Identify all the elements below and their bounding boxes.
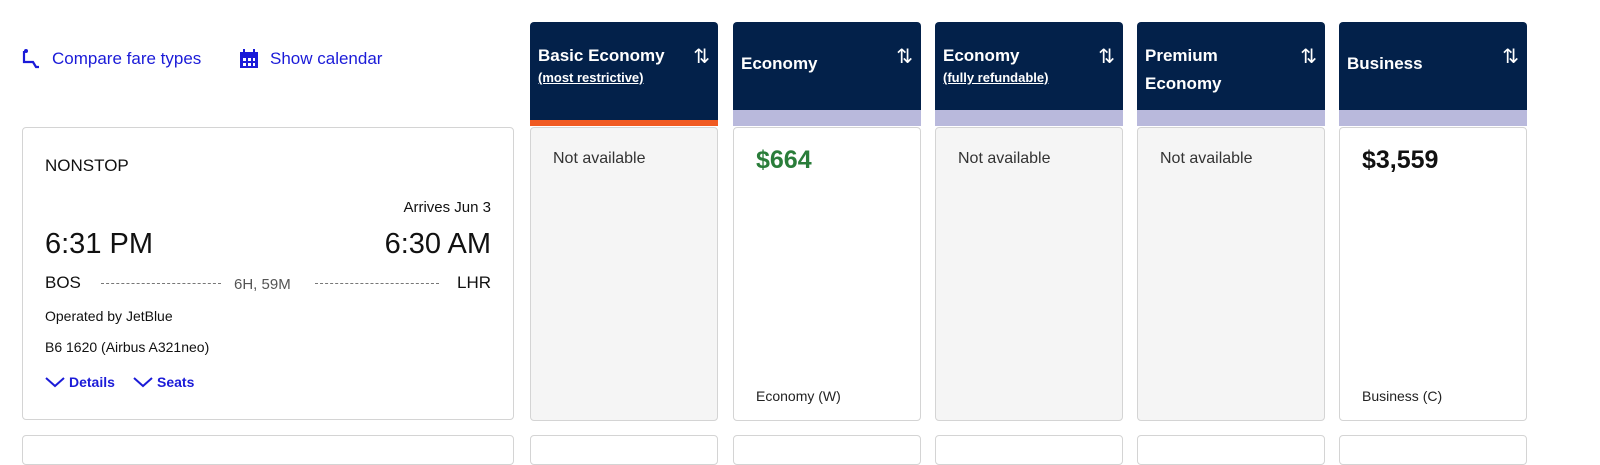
next-fare-cell <box>530 435 718 465</box>
not-available-label: Not available <box>1160 150 1253 167</box>
sort-icon[interactable]: ⇅ <box>1300 46 1317 68</box>
fare-header-1[interactable]: Economy ⇅ <box>733 22 921 110</box>
chevron-down-icon <box>45 377 65 388</box>
fare-band <box>733 110 921 126</box>
calendar-icon <box>240 49 258 68</box>
sort-icon[interactable]: ⇅ <box>693 46 710 68</box>
sort-icon[interactable]: ⇅ <box>896 46 913 68</box>
fare-price: $3,559 <box>1362 146 1439 174</box>
fare-cell-2: Not available <box>935 127 1123 421</box>
depart-time: 6:31 PM <box>45 228 153 260</box>
fare-cell-3: Not available <box>1137 127 1325 421</box>
next-fare-cell <box>1137 435 1325 465</box>
fare-subtitle-link[interactable]: (most restrictive) <box>538 70 644 85</box>
arrives-note: Arrives Jun 3 <box>403 199 491 216</box>
fare-cell-4[interactable]: $3,559 Business (C) <box>1339 127 1527 421</box>
not-available-label: Not available <box>553 150 646 167</box>
sort-icon[interactable]: ⇅ <box>1098 46 1115 68</box>
sort-icon[interactable]: ⇅ <box>1502 46 1519 68</box>
fare-header-3[interactable]: Premium Economy ⇅ <box>1137 22 1325 110</box>
chevron-down-icon <box>133 377 153 388</box>
fare-band <box>530 120 718 126</box>
fare-header-2[interactable]: Economy (fully refundable) ⇅ <box>935 22 1123 110</box>
destination-code: LHR <box>456 273 491 292</box>
route-line <box>315 283 439 284</box>
fare-class: Business (C) <box>1362 388 1443 404</box>
duration: 6H, 59M <box>234 276 291 293</box>
operated-by: Operated by JetBlue <box>45 308 173 324</box>
seats-toggle[interactable]: Seats <box>133 374 194 390</box>
not-available-label: Not available <box>958 150 1051 167</box>
flight-card: NONSTOP Arrives Jun 3 6:31 PM 6:30 AM BO… <box>22 127 514 420</box>
next-fare-cell <box>1339 435 1527 465</box>
fare-band <box>1137 110 1325 126</box>
fare-subtitle-link[interactable]: (fully refundable) <box>943 70 1049 85</box>
next-fare-cell <box>935 435 1123 465</box>
arrive-time: 6:30 AM <box>384 228 491 260</box>
details-toggle[interactable]: Details <box>45 374 115 390</box>
origin-code: BOS <box>45 273 81 292</box>
seat-icon <box>22 49 39 69</box>
fare-price: $664 <box>756 146 812 174</box>
fare-cell-0: Not available <box>530 127 718 421</box>
fare-class: Economy (W) <box>756 388 841 404</box>
flight-number: B6 1620 (Airbus A321neo) <box>45 339 210 355</box>
route-line <box>101 283 221 284</box>
fare-band <box>1339 110 1527 126</box>
fare-cell-1[interactable]: $664 Economy (W) <box>733 127 921 421</box>
next-flight-card <box>22 435 514 465</box>
fare-band <box>935 110 1123 126</box>
show-calendar-link[interactable]: Show calendar <box>238 48 382 70</box>
stops-label: NONSTOP <box>45 156 129 175</box>
compare-fare-types-link[interactable]: Compare fare types <box>20 48 201 70</box>
fare-header-0[interactable]: Basic Economy (most restrictive) ⇅ <box>530 22 718 120</box>
next-fare-cell <box>733 435 921 465</box>
fare-header-4[interactable]: Business ⇅ <box>1339 22 1527 110</box>
